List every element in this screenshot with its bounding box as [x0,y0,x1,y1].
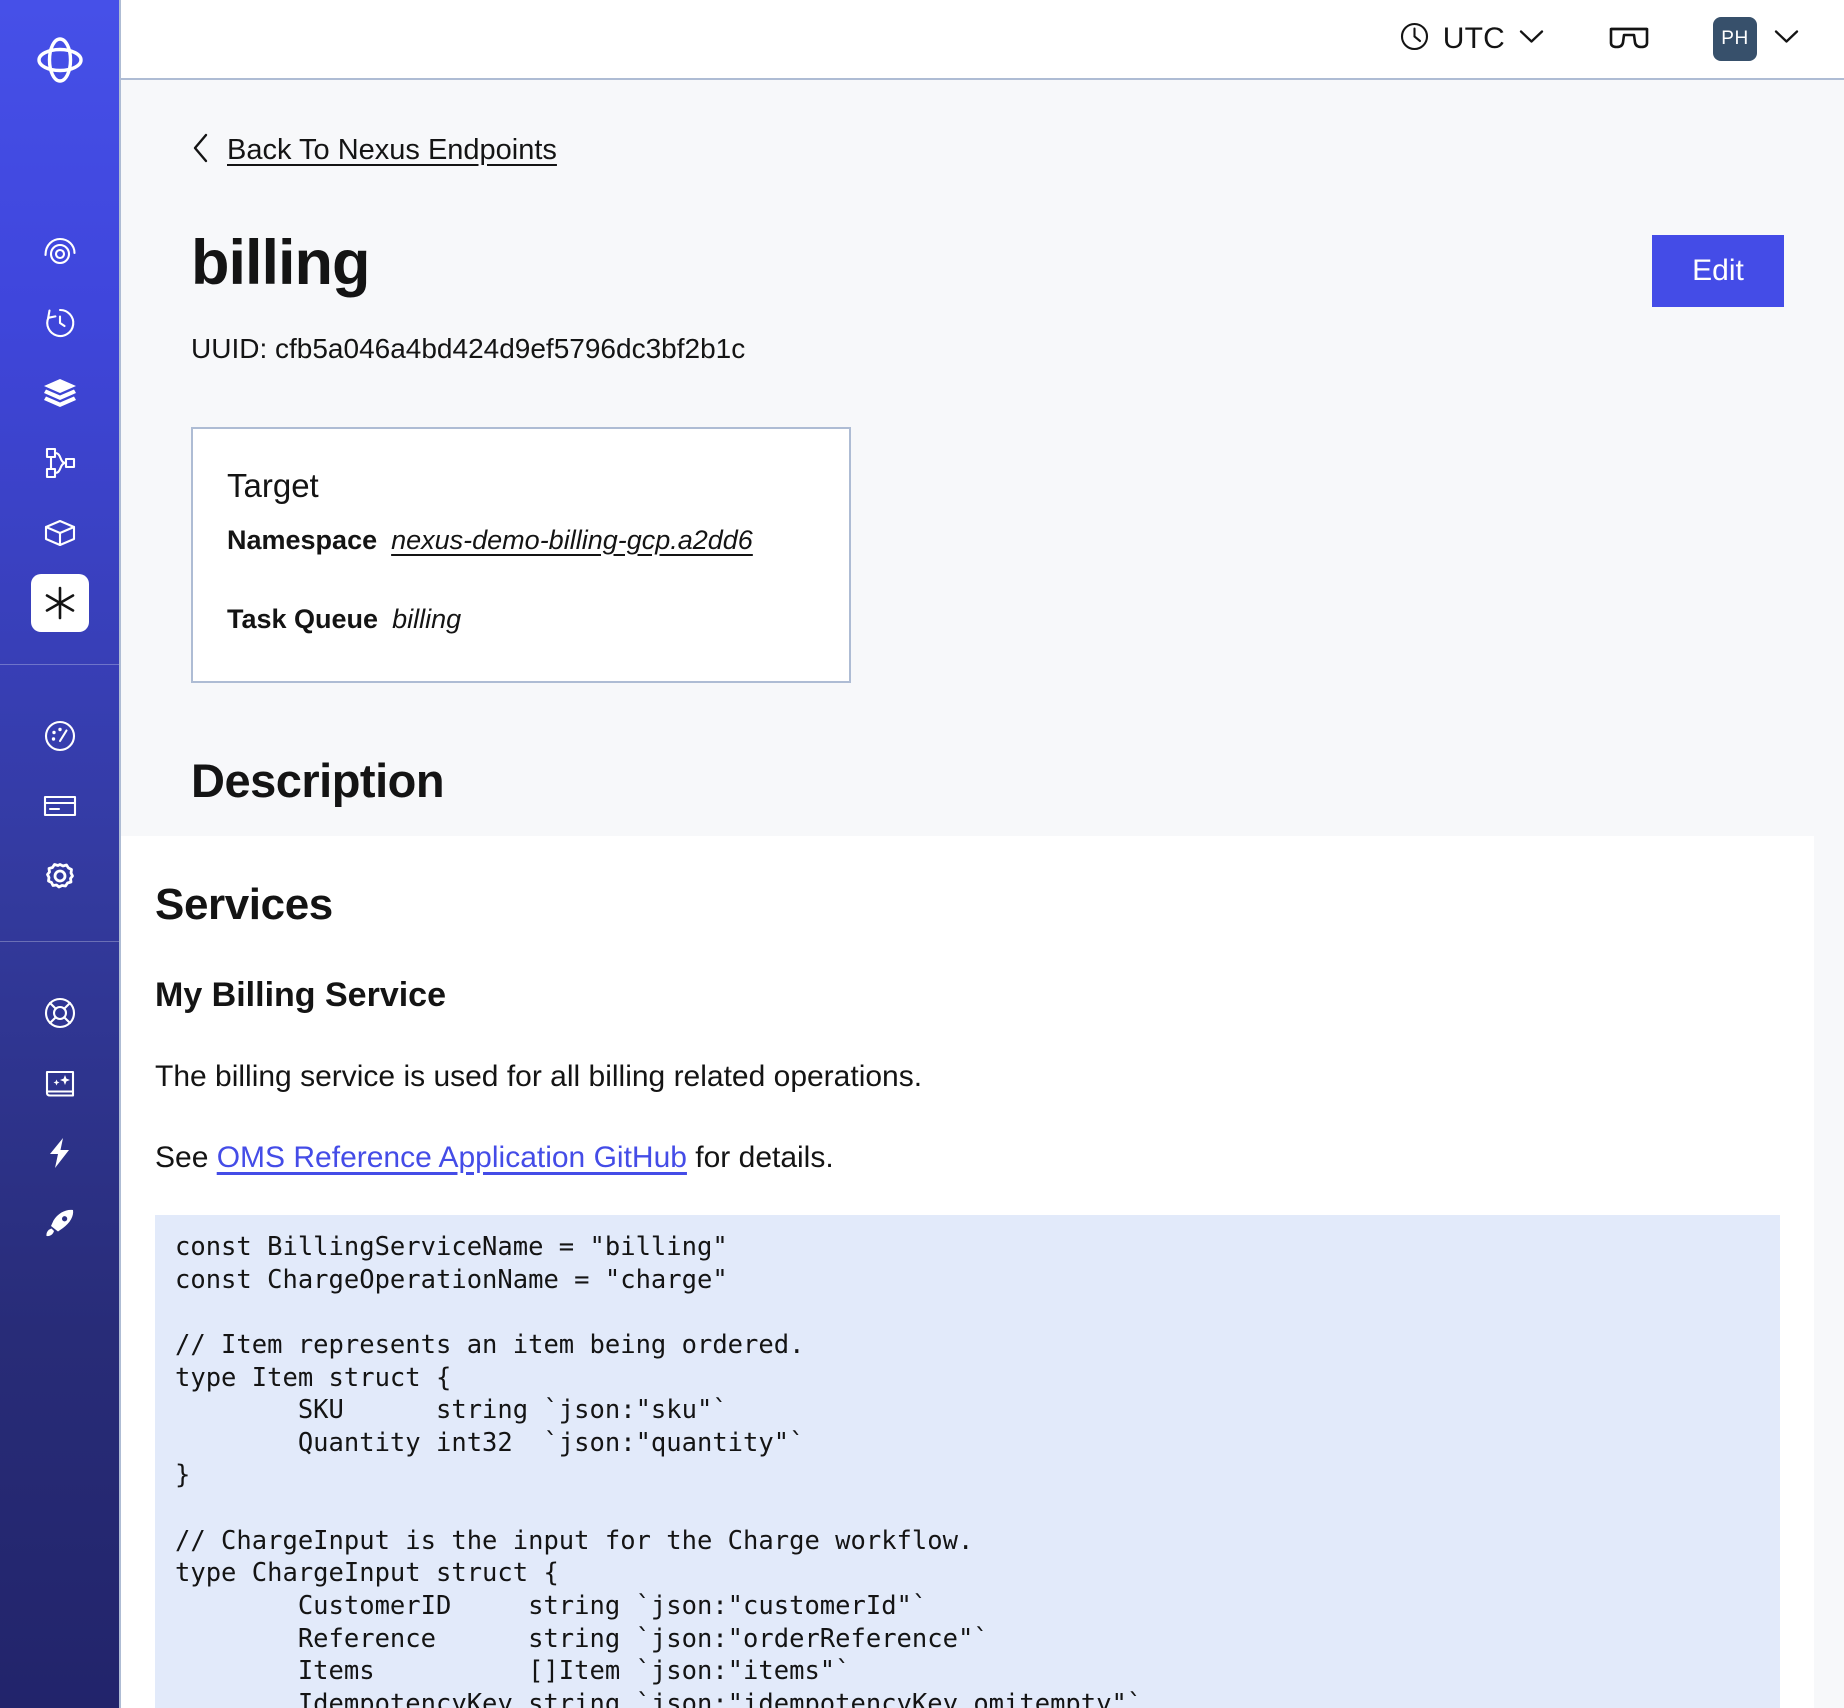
sidebar-item-usage[interactable] [31,707,89,765]
see-prefix-text: See [155,1141,217,1174]
namespace-value-link[interactable]: nexus-demo-billing-gcp.a2dd6 [391,525,753,555]
target-namespace-row: Namespace nexus-demo-billing-gcp.a2dd6 [227,525,815,556]
namespace-label: Namespace [227,525,378,555]
avatar: PH [1713,17,1757,61]
sidebar-item-nexus[interactable] [30,574,89,632]
sidebar-group-tertiary [0,941,119,1288]
target-heading: Target [227,467,319,504]
main-region: UTC PH [121,0,1844,1708]
reading-glasses-icon [1607,22,1651,57]
sidebar-item-get-started[interactable] [31,1194,89,1252]
sidebar-item-settings[interactable] [31,847,89,905]
sidebar-item-namespaces[interactable] [31,224,89,282]
description-panel: Services My Billing Service The billing … [121,836,1814,1708]
endpoint-uuid: UUID: cfb5a046a4bd424d9ef5796dc3bf2b1c [191,333,746,364]
page-title: billing [191,228,370,298]
sidebar-item-schedules[interactable] [31,434,89,492]
timezone-selector[interactable]: UTC [1399,21,1545,57]
billing-card-icon [41,787,79,825]
oms-reference-application-github-link[interactable]: OMS Reference Application GitHub [216,1141,687,1174]
sidebar-group-primary [0,120,119,664]
book-sparkle-icon [41,1064,79,1102]
page-content: Back To Nexus Endpoints billing Edit UUI… [121,80,1844,1708]
sidebar-item-support[interactable] [31,984,89,1042]
temporal-logo[interactable] [0,0,119,120]
task-queue-value: billing [392,604,462,634]
sidebar-item-recent[interactable] [31,294,89,352]
sidebar-item-whats-new[interactable] [31,1124,89,1182]
title-row: billing Edit [191,231,1784,307]
sidebar-item-batch-operations[interactable] [31,504,89,562]
rocket-icon [41,1204,79,1242]
schedules-node-graph-icon [41,444,79,482]
timezone-label: UTC [1442,22,1505,55]
sidebar-item-docs[interactable] [31,1054,89,1112]
top-header: UTC PH [121,0,1844,80]
back-link-label: Back To Nexus Endpoints [227,134,557,166]
namespace-spiral-icon [41,234,79,272]
chevron-down-icon [1773,28,1800,50]
sidebar-group-secondary [0,664,119,941]
sidebar-item-billing[interactable] [31,777,89,835]
chevron-down-icon [1518,28,1545,50]
clock-icon [1399,21,1430,57]
description-heading: Description [191,754,445,807]
see-suffix-text: for details. [686,1141,834,1174]
target-card: Target Namespace nexus-demo-billing-gcp.… [191,427,851,683]
task-queue-label: Task Queue [227,604,379,634]
sidebar-item-workflows[interactable] [31,364,89,422]
billing-service-paragraph: The billing service is used for all bill… [155,1060,923,1093]
my-billing-service-heading: My Billing Service [155,976,446,1014]
recent-history-clock-icon [41,304,79,342]
chevron-left-icon [191,132,211,169]
target-task-queue-row: Task Queue billing [227,604,815,635]
service-definition-code-block: const BillingServiceName = "billing" con… [155,1215,1780,1708]
batch-cube-icon [41,514,79,552]
services-heading: Services [155,880,333,929]
primary-sidebar [0,0,121,1708]
edit-button[interactable]: Edit [1652,235,1784,307]
content-padding: Back To Nexus Endpoints billing Edit UUI… [121,80,1844,808]
user-menu[interactable]: PH [1713,17,1800,61]
reading-glasses-button[interactable] [1607,22,1651,57]
see-details-paragraph: See OMS Reference Application GitHub for… [155,1138,1780,1177]
layers-stack-icon [41,374,79,412]
usage-gauge-icon [41,717,79,755]
nexus-asterisk-icon [41,584,79,622]
lifebuoy-support-icon [41,994,79,1032]
lightning-bolt-icon [41,1134,79,1172]
back-to-nexus-endpoints-link[interactable]: Back To Nexus Endpoints [191,132,557,169]
gear-icon [41,857,79,895]
